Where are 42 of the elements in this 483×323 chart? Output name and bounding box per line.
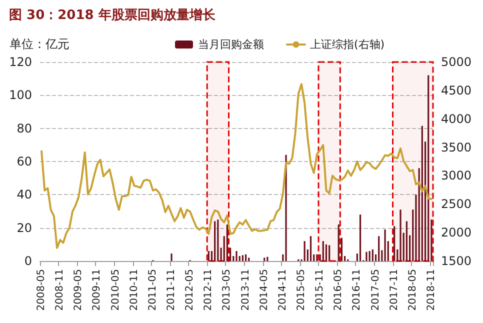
x-tick-label: 2018-11	[426, 269, 437, 311]
x-tick-label: 2017-05	[370, 269, 382, 311]
y-axis-title: 单位：亿元	[10, 37, 70, 51]
y-tick-label: 80	[16, 121, 32, 136]
y2-tick-label: 4000	[441, 112, 472, 126]
y-tick-label: 0	[24, 254, 32, 268]
x-tick-label: 2014-05	[258, 269, 270, 311]
y2-tick-label: 3500	[441, 140, 472, 154]
y2-tick-label: 2000	[441, 226, 472, 240]
x-tick-label: 2009-11	[92, 269, 103, 311]
x-tick-label: 2010-05	[110, 269, 122, 311]
chart-title: 图 30：2018 年股票回购放量增长	[9, 8, 216, 23]
x-tick-label: 2009-05	[73, 269, 84, 311]
x-tick-label: 2008-11	[54, 269, 66, 311]
x-tick-label: 2018-05	[407, 269, 418, 311]
x-tick-label: 2013-11	[240, 269, 252, 311]
line-series	[40, 83, 432, 249]
x-tick-label: 2014-11	[277, 269, 288, 311]
x-tick-label: 2013-05	[222, 269, 233, 311]
x-tick-label: 2015-11	[314, 269, 326, 311]
x-tick-label: 2015-05	[296, 269, 307, 311]
x-tick-label: 2016-05	[333, 269, 344, 311]
y2-tick-label: 2500	[441, 197, 472, 212]
legend-label: 当月回购金额	[198, 38, 264, 51]
y-tick-label: 40	[16, 188, 32, 202]
x-tick-label: 2012-11	[203, 269, 214, 311]
x-tick-label: 2012-05	[184, 269, 196, 311]
y2-tick-label: 5000	[441, 55, 472, 69]
y2-tick-label: 4500	[441, 83, 472, 98]
y-tick-label: 100	[9, 88, 32, 102]
y-tick-label: 20	[16, 220, 32, 235]
y-tick-label: 120	[9, 55, 32, 69]
y2-tick-label: 3000	[441, 168, 472, 183]
x-tick-label: 2017-11	[388, 269, 400, 311]
legend-label: 上证综指(右轴)	[310, 38, 385, 51]
x-tick-label: 2011-11	[166, 269, 178, 311]
y-tick-label: 60	[16, 154, 32, 168]
x-tick-label: 2011-05	[147, 269, 158, 311]
x-tick-label: 2008-05	[36, 269, 48, 311]
x-tick-label: 2016-11	[352, 269, 363, 311]
x-tick-label: 2010-11	[128, 269, 140, 311]
y2-tick-label: 1500	[441, 254, 472, 268]
